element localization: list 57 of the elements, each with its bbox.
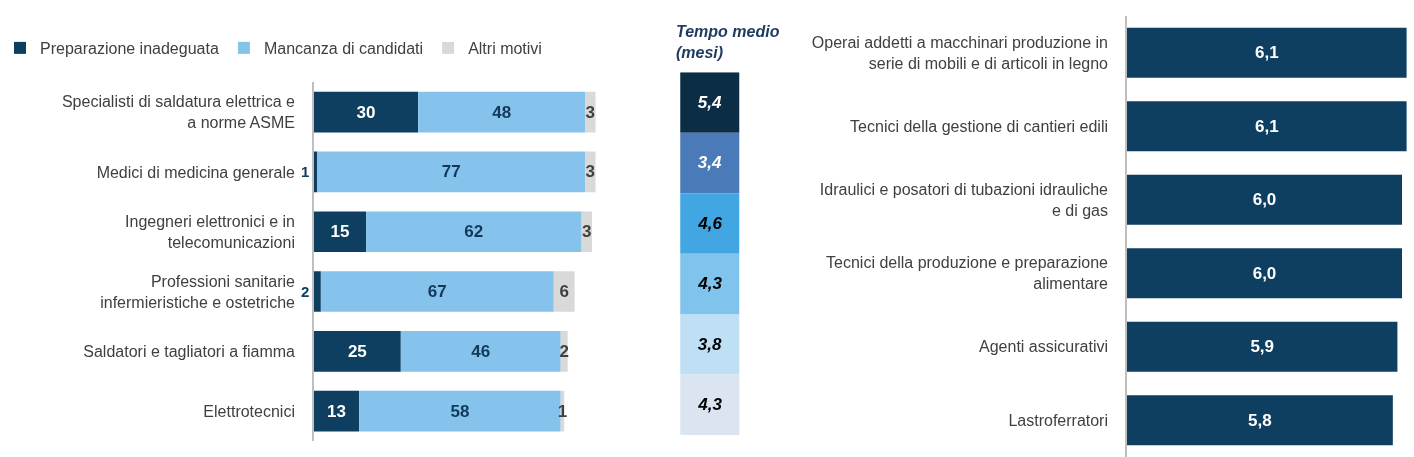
data-label: 1 bbox=[301, 163, 310, 180]
bar bbox=[553, 271, 575, 312]
data-label: 1 bbox=[557, 401, 568, 421]
y-tick-label: Saldatori e tagliatori a fiamma bbox=[83, 342, 296, 360]
data-label: 6 bbox=[559, 282, 569, 302]
data-label: 5,8 bbox=[1248, 410, 1272, 430]
y-tick-label: Ingegneri elettronici e in telecomunicazioni bbox=[125, 212, 295, 251]
data-label: 3,8 bbox=[697, 334, 722, 354]
y-tick-label: Tecnici della gestione di cantieri edili bbox=[850, 117, 1109, 135]
data-label: 30 bbox=[356, 102, 376, 122]
data-label: 3 bbox=[585, 102, 596, 122]
bar bbox=[366, 211, 582, 253]
data-label: 6,0 bbox=[1252, 190, 1277, 210]
legend-label: Mancanza di candidati bbox=[263, 40, 424, 58]
bar bbox=[320, 271, 554, 312]
legend-label: Preparazione inadeguata bbox=[40, 40, 219, 58]
data-label: 77 bbox=[441, 162, 461, 182]
data-label: 5,9 bbox=[1250, 337, 1275, 357]
bar bbox=[313, 271, 321, 312]
data-label: 15 bbox=[330, 222, 350, 242]
y-tick-label: Medici di medicina generale bbox=[96, 163, 296, 181]
data-label: 5,4 bbox=[697, 92, 722, 112]
y-tick-label: Tecnici della produzione e preparazione alimentare bbox=[826, 254, 1109, 293]
data-label: 3 bbox=[585, 162, 596, 182]
y-tick-label: Agenti assicurativi bbox=[979, 338, 1109, 356]
data-label: 48 bbox=[492, 102, 512, 122]
data-label: 67 bbox=[427, 282, 447, 302]
data-label: 13 bbox=[327, 401, 346, 421]
bar bbox=[317, 151, 586, 193]
data-label: 3 bbox=[582, 222, 592, 242]
y-tick-label: Operai addetti a macchinari produzione in serie di mobili e di articoli in legno bbox=[811, 33, 1109, 72]
data-label: 2 bbox=[301, 283, 310, 300]
data-label: 46 bbox=[471, 341, 491, 361]
bar bbox=[313, 211, 367, 253]
data-label: 6,1 bbox=[1254, 43, 1279, 63]
data-label: 3,4 bbox=[697, 153, 722, 173]
y-tick-label: Lastroferratori bbox=[1008, 411, 1109, 429]
bar bbox=[313, 390, 360, 432]
data-label: 4,3 bbox=[697, 274, 723, 294]
y-tick-label: Specialisti di saldatura elettrica e a norme ASME bbox=[61, 93, 296, 132]
bar bbox=[418, 91, 586, 133]
bar bbox=[313, 330, 401, 372]
legend-label: Altri motivi bbox=[468, 40, 542, 58]
data-label: 4,3 bbox=[697, 395, 723, 415]
chart-title: Tempo medio (mesi) bbox=[676, 23, 780, 61]
data-label: 58 bbox=[450, 401, 470, 421]
data-label: 6,0 bbox=[1252, 263, 1277, 283]
y-tick-label: Professioni sanitarie infermieristiche e ostetriche bbox=[100, 272, 296, 311]
data-label: 25 bbox=[347, 341, 367, 361]
data-label: 62 bbox=[464, 222, 484, 242]
bar bbox=[400, 330, 561, 372]
data-label: 4,6 bbox=[697, 213, 723, 233]
y-tick-label: Idraulici e posatori di tubazioni idrauliche e di gas bbox=[819, 180, 1109, 219]
data-label: 6,1 bbox=[1254, 116, 1279, 136]
data-label: 2 bbox=[559, 341, 569, 361]
bar bbox=[313, 91, 419, 133]
y-tick-label: Elettrotecnici bbox=[203, 402, 295, 420]
